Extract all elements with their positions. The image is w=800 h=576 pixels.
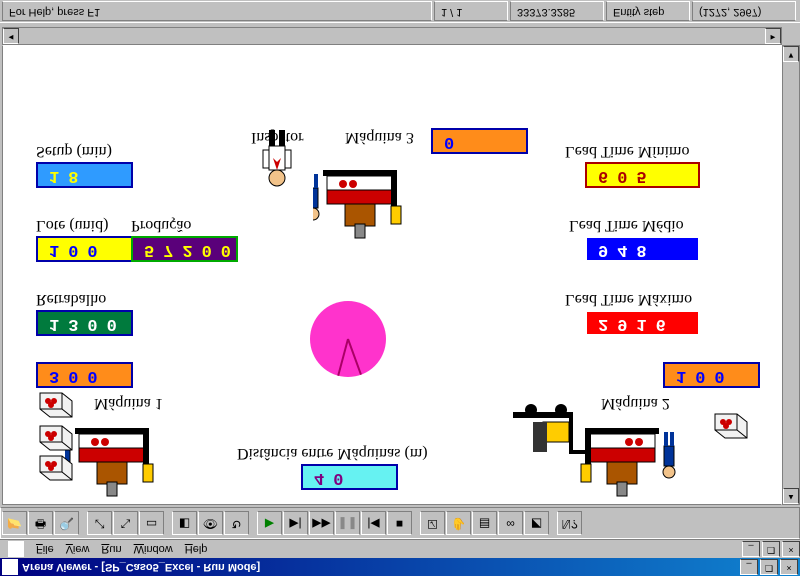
mdi-buttons: _ ❐ × — [742, 541, 800, 557]
menu-view[interactable]: View — [66, 543, 90, 555]
titlebar: Arena Viewer - [SP_Caso5_Excel - Run Mod… — [0, 558, 800, 576]
canvas-container: Setup (min) 18 Lote (unid) 100 Produção … — [0, 27, 800, 507]
label-retrabalho: Retrabalho — [36, 290, 106, 308]
refresh-icon[interactable]: ↻ — [224, 511, 249, 535]
stop-icon[interactable]: ■ — [387, 511, 412, 535]
start-over-icon[interactable]: |◀ — [361, 511, 386, 535]
counter-distancia: 40 — [301, 464, 398, 490]
mdi-minimize-button[interactable]: _ — [742, 541, 760, 557]
counter-machine3: 0 — [431, 128, 528, 154]
go-begin-icon[interactable]: ▶ — [257, 511, 282, 535]
menubar: File View Run Window Help _ ❐ × — [0, 539, 800, 558]
label-lote: Lote (unid) — [36, 216, 108, 234]
zoom-fit-icon[interactable]: ▭ — [139, 511, 164, 535]
link-icon[interactable]: ∞ — [498, 511, 523, 535]
doc-icon — [8, 541, 24, 557]
menu-window[interactable]: Window — [134, 543, 173, 555]
counter-ltmax: 2916 — [585, 310, 700, 336]
zoom-out-icon[interactable]: ⤡ — [113, 511, 138, 535]
pie-chart — [304, 293, 394, 383]
maximize-button[interactable]: ❐ — [760, 559, 778, 575]
label-maquina2: Máquina 2 — [601, 394, 670, 412]
counter-ltmin: 605 — [585, 162, 700, 188]
counter-retrabalho: 1300 — [36, 310, 133, 336]
view-icon[interactable]: 👁 — [198, 511, 223, 535]
report-icon[interactable]: ▤ — [472, 511, 497, 535]
counter-ltmed: 948 — [585, 236, 700, 262]
mdi-maximize-button[interactable]: ❐ — [762, 541, 780, 557]
mdi-close-button[interactable]: × — [782, 541, 800, 557]
layer-icon[interactable]: ◧ — [172, 511, 197, 535]
counter-lote: 100 — [36, 236, 133, 262]
vertical-scrollbar[interactable]: ▲ ▼ — [782, 45, 800, 505]
close-button[interactable]: × — [780, 559, 798, 575]
preview-icon[interactable]: 🔍 — [54, 511, 79, 535]
toolbar: 📂 🖶 🔍 ⤢ ⤡ ▭ ◧ 👁 ↻ ▶ ▶| ▶▶ ❚❚ |◀ ■ ☑ ✋ ▤ … — [0, 507, 800, 539]
forklift-graphic — [513, 392, 593, 462]
scroll-right-icon[interactable]: ► — [765, 28, 781, 44]
pallet — [38, 452, 74, 484]
scroll-left-icon[interactable]: ◄ — [3, 28, 19, 44]
inspector-graphic — [257, 128, 297, 188]
tag-icon[interactable]: ◩ — [524, 511, 549, 535]
label-ltmed: Lead Time Médio — [569, 216, 684, 234]
label-ltmax: Lead Time Máximo — [565, 290, 692, 308]
machine-1-graphic — [65, 412, 175, 502]
status-phase: Entity step — [606, 1, 690, 21]
pallet — [38, 389, 74, 421]
help-icon[interactable]: ℕ? — [557, 511, 582, 535]
menu-file[interactable]: File — [36, 543, 54, 555]
app-icon — [2, 559, 18, 575]
pallet — [38, 422, 74, 454]
menu-help[interactable]: Help — [185, 543, 208, 555]
counter-setup: 18 — [36, 162, 133, 188]
status-time: 33373.3285 — [510, 1, 604, 21]
menu-run[interactable]: Run — [101, 543, 121, 555]
minimize-button[interactable]: _ — [740, 559, 758, 575]
status-replicate: 1 / 1 — [434, 1, 508, 21]
hand-icon[interactable]: ✋ — [446, 511, 471, 535]
machine-3-graphic — [313, 154, 423, 244]
pallet — [713, 410, 749, 442]
zoom-in-icon[interactable]: ⤢ — [87, 511, 112, 535]
label-maquina3: Máquina 3 — [345, 128, 414, 146]
label-ltmin: Lead Time Mínimo — [565, 142, 689, 160]
options-icon[interactable]: ☑ — [420, 511, 445, 535]
simulation-canvas[interactable]: Setup (min) 18 Lote (unid) 100 Produção … — [2, 45, 782, 505]
scroll-down-icon[interactable]: ▼ — [783, 46, 799, 62]
fast-icon[interactable]: ▶▶ — [309, 511, 334, 535]
open-icon[interactable]: 📂 — [2, 511, 27, 535]
counter-machine2: 100 — [663, 362, 760, 388]
scroll-up-icon[interactable]: ▲ — [783, 488, 799, 504]
statusbar: For Help, press F1 1 / 1 33373.3285 Enti… — [0, 0, 800, 23]
status-coords: (1272, 2967) — [692, 1, 796, 21]
window-title: Arena Viewer - [SP_Caso5_Excel - Run Mod… — [22, 561, 740, 573]
step-icon[interactable]: ▶| — [283, 511, 308, 535]
print-icon[interactable]: 🖶 — [28, 511, 53, 535]
label-distancia: Distância entre Máquinas (m) — [237, 444, 428, 462]
status-help: For Help, press F1 — [2, 1, 432, 21]
pause-icon[interactable]: ❚❚ — [335, 511, 360, 535]
label-producao: Produção — [131, 216, 191, 234]
label-setup: Setup (min) — [36, 142, 112, 160]
counter-machine1: 300 — [36, 362, 133, 388]
window-buttons: _ ❐ × — [740, 559, 798, 575]
label-maquina1: Máquina 1 — [94, 394, 163, 412]
counter-producao: 57200 — [131, 236, 238, 262]
horizontal-scrollbar[interactable]: ◄ ► — [2, 27, 782, 45]
